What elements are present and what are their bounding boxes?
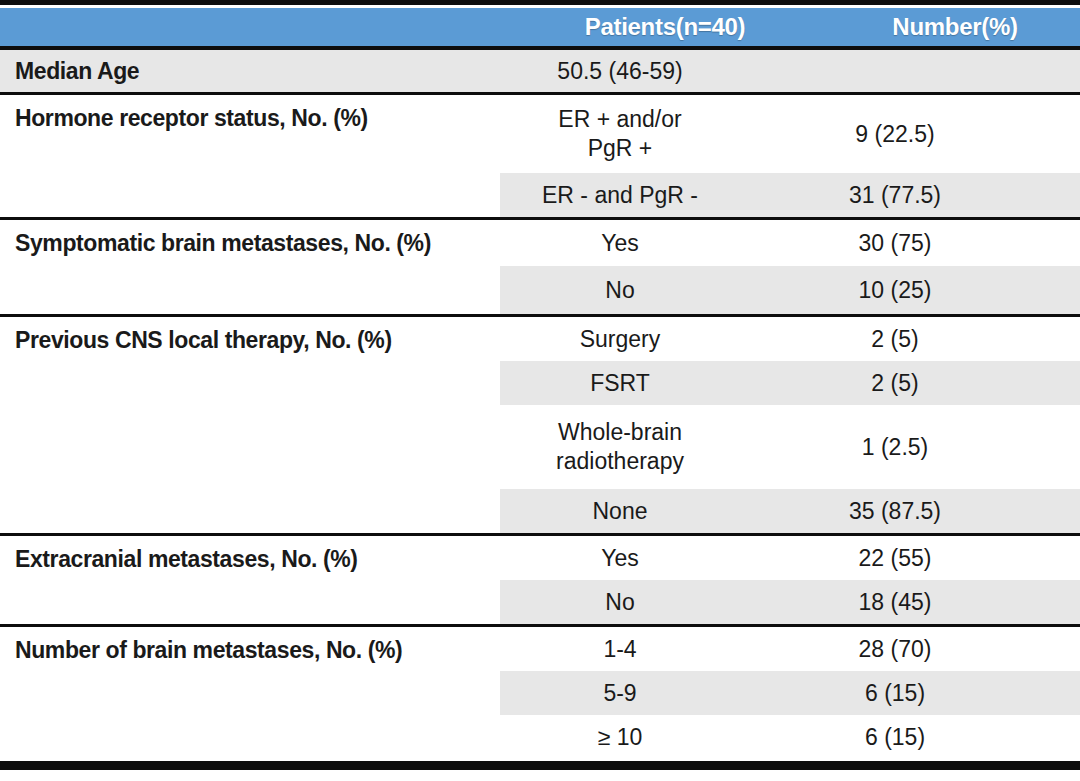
- patients-cell: ER - and PgR -: [500, 179, 740, 212]
- group-rows: Yes 22 (55) No 18 (45): [500, 536, 1080, 624]
- table-row: 5-9 6 (15): [500, 671, 1080, 715]
- group-label: Symptomatic brain metastases, No. (%): [0, 220, 500, 314]
- group-rows: 50.5 (46-59): [500, 50, 1080, 92]
- header-patients-cell: Patients(n=40): [500, 13, 830, 41]
- header-number-cell: Number(%): [830, 13, 1080, 41]
- patients-cell: Whole-brain radiotherapy: [500, 416, 740, 478]
- group-extracranial-metastases: Extracranial metastases, No. (%) Yes 22 …: [0, 536, 1080, 627]
- group-number-of-brain-metastases: Number of brain metastases, No. (%) 1-4 …: [0, 627, 1080, 759]
- group-median-age: Median Age 50.5 (46-59): [0, 50, 1080, 95]
- number-cell: 22 (55): [740, 544, 1050, 573]
- number-cell: 6 (15): [740, 723, 1050, 752]
- patients-cell: Yes: [500, 227, 740, 260]
- number-cell: 30 (75): [740, 229, 1050, 258]
- number-cell: 31 (77.5): [740, 181, 1050, 210]
- table-row: No 10 (25): [500, 266, 1080, 314]
- number-cell: 10 (25): [740, 276, 1050, 305]
- table-row: ER + and/or PgR + 9 (22.5): [500, 95, 1080, 173]
- patients-cell: 1-4: [500, 633, 740, 666]
- patients-cell: 50.5 (46-59): [500, 55, 740, 88]
- patients-cell: Yes: [500, 542, 740, 575]
- patients-cell: ER + and/or PgR +: [500, 103, 740, 165]
- group-rows: 1-4 28 (70) 5-9 6 (15) ≥ 10 6 (15): [500, 627, 1080, 759]
- patients-cell: 5-9: [500, 677, 740, 710]
- table-row: Whole-brain radiotherapy 1 (2.5): [500, 405, 1080, 489]
- number-cell: 35 (87.5): [740, 497, 1050, 526]
- group-hormone-receptor-status: Hormone receptor status, No. (%) ER + an…: [0, 95, 1080, 220]
- group-previous-cns-local-therapy: Previous CNS local therapy, No. (%) Surg…: [0, 317, 1080, 536]
- group-label: Previous CNS local therapy, No. (%): [0, 317, 500, 533]
- table-top-rule: [0, 0, 1080, 5]
- patients-cell: None: [500, 495, 740, 528]
- table-row: 1-4 28 (70): [500, 627, 1080, 671]
- group-rows: ER + and/or PgR + 9 (22.5) ER - and PgR …: [500, 95, 1080, 217]
- patient-characteristics-table: Patients(n=40) Number(%) Median Age 50.5…: [0, 0, 1080, 770]
- number-cell: 9 (22.5): [740, 120, 1050, 149]
- group-symptomatic-brain-metastases: Symptomatic brain metastases, No. (%) Ye…: [0, 220, 1080, 317]
- table-row: No 18 (45): [500, 580, 1080, 624]
- table-row: Surgery 2 (5): [500, 317, 1080, 361]
- number-cell: 18 (45): [740, 588, 1050, 617]
- group-rows: Surgery 2 (5) FSRT 2 (5) Whole-brain rad…: [500, 317, 1080, 533]
- number-cell: 2 (5): [740, 325, 1050, 354]
- number-cell: 1 (2.5): [740, 433, 1050, 462]
- group-label: Extracranial metastases, No. (%): [0, 536, 500, 624]
- group-rows: Yes 30 (75) No 10 (25): [500, 220, 1080, 314]
- table-row: ER - and PgR - 31 (77.5): [500, 173, 1080, 217]
- group-label: Median Age: [0, 57, 500, 85]
- patients-cell: ≥ 10: [500, 721, 740, 754]
- table-header-row: Patients(n=40) Number(%): [0, 8, 1080, 50]
- group-label: Hormone receptor status, No. (%): [0, 95, 500, 217]
- patients-cell: FSRT: [500, 367, 740, 400]
- patients-cell: No: [500, 274, 740, 307]
- patients-cell: No: [500, 586, 740, 619]
- table-row: ≥ 10 6 (15): [500, 715, 1080, 759]
- table-row: FSRT 2 (5): [500, 361, 1080, 405]
- table-row: 50.5 (46-59): [500, 50, 1080, 92]
- number-cell: 2 (5): [740, 369, 1050, 398]
- patients-cell: Surgery: [500, 323, 740, 356]
- group-label: Number of brain metastases, No. (%): [0, 627, 500, 759]
- table-bottom-rule: [0, 761, 1080, 770]
- table-row: Yes 30 (75): [500, 220, 1080, 266]
- number-cell: 6 (15): [740, 679, 1050, 708]
- table-row: Yes 22 (55): [500, 536, 1080, 580]
- number-cell: 28 (70): [740, 635, 1050, 664]
- table-row: None 35 (87.5): [500, 489, 1080, 533]
